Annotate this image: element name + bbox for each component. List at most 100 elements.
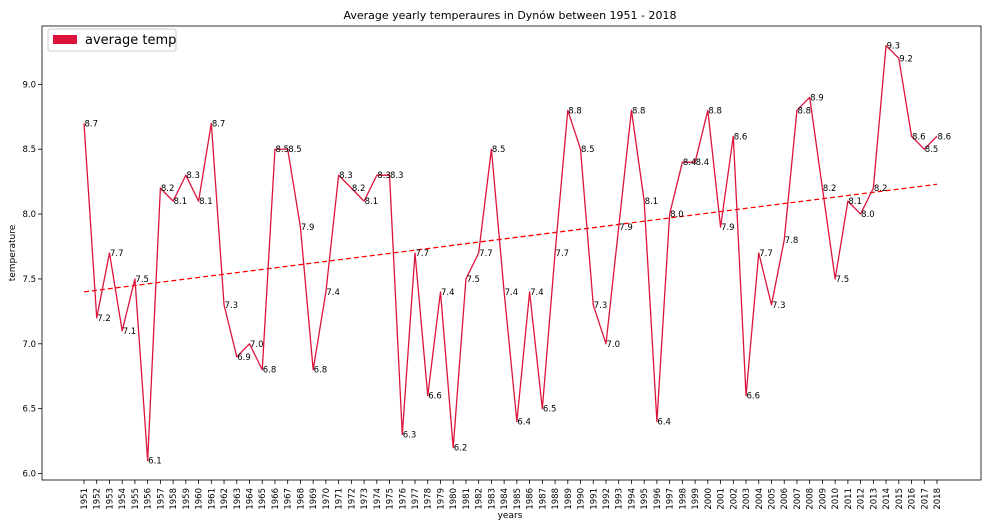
x-tick-label: 1966 — [271, 488, 281, 510]
data-label: 7.7 — [416, 249, 430, 259]
x-tick-label: 2000 — [704, 488, 714, 510]
data-label: 8.3 — [186, 171, 200, 181]
x-tick-label: 1951 — [80, 488, 90, 510]
x-tick-label: 2016 — [908, 488, 918, 510]
data-label: 7.3 — [225, 301, 239, 311]
data-label: 8.8 — [632, 106, 646, 116]
x-tick-label: 2006 — [780, 488, 790, 510]
data-label: 7.7 — [479, 249, 493, 259]
x-tick-label: 1976 — [398, 488, 408, 510]
data-label: 7.2 — [97, 314, 111, 324]
data-label: 7.9 — [619, 223, 633, 233]
chart-title: Average yearly temperaures in Dynów betw… — [343, 9, 676, 22]
data-label: 8.5 — [925, 145, 939, 155]
x-tick-label: 2003 — [742, 488, 752, 510]
data-label: 7.3 — [772, 301, 786, 311]
x-tick-label: 1996 — [653, 488, 663, 510]
data-label: 8.1 — [645, 197, 659, 207]
data-label: 8.8 — [568, 106, 582, 116]
x-tick-label: 2014 — [882, 488, 892, 510]
data-label: 8.0 — [670, 210, 684, 220]
data-label: 8.6 — [938, 132, 952, 142]
data-label: 8.5 — [275, 145, 289, 155]
x-tick-label: 2015 — [895, 488, 905, 510]
x-tick-label: 2017 — [920, 488, 930, 510]
data-label: 8.1 — [174, 197, 188, 207]
data-labels: 8.7 7.2 7.7 7.1 7.5 6.1 8.2 8.1 8.3 8.1 8.7 7.3 6.9 7… — [85, 41, 952, 466]
data-label: 7.5 — [135, 275, 149, 285]
x-tick-label: 1973 — [360, 488, 370, 510]
x-tick-label: 1952 — [93, 488, 103, 510]
data-label: 8.2 — [352, 184, 366, 194]
data-label: 7.7 — [110, 249, 124, 259]
data-label: 8.4 — [683, 158, 697, 168]
legend-label: average temp — [85, 33, 176, 48]
x-tick-label: 1980 — [449, 488, 459, 510]
y-tick-label: 7.5 — [22, 275, 36, 285]
data-label: 6.1 — [148, 457, 162, 467]
data-label: 8.6 — [912, 132, 926, 142]
x-axis: 1951 1952 1953 1954 1955 1956 1957 1958 1959 1960… — [80, 480, 943, 510]
series-line-average-temp — [83, 44, 938, 462]
x-tick-label: 1957 — [156, 488, 166, 510]
x-tick-label: 1998 — [678, 488, 688, 510]
x-tick-label: 1981 — [462, 488, 472, 510]
data-label: 6.4 — [517, 418, 531, 428]
data-label: 8.1 — [199, 197, 213, 207]
plot-area — [41, 25, 982, 481]
x-tick-label: 1965 — [258, 488, 268, 510]
x-tick-label: 2011 — [844, 488, 854, 510]
data-label: 8.3 — [339, 171, 353, 181]
data-label: 6.4 — [657, 418, 671, 428]
x-tick-label: 1962 — [220, 488, 230, 510]
data-label: 6.3 — [403, 431, 417, 441]
data-label: 7.1 — [123, 327, 137, 337]
x-tick-label: 1956 — [144, 488, 154, 510]
x-tick-label: 2005 — [767, 488, 777, 510]
y-axis-label: temperature — [8, 224, 18, 281]
x-tick-label: 2008 — [806, 488, 816, 510]
data-label: 7.7 — [556, 249, 570, 259]
y-tick-label: 8.5 — [22, 145, 36, 155]
data-label: 8.1 — [848, 197, 862, 207]
data-label: 8.9 — [810, 93, 824, 103]
x-tick-label: 1993 — [615, 488, 625, 510]
legend-swatch — [53, 35, 77, 44]
data-label: 7.7 — [759, 249, 773, 259]
data-label: 8.2 — [161, 184, 175, 194]
x-tick-label: 2002 — [729, 488, 739, 510]
x-tick-label: 1969 — [309, 488, 319, 510]
y-axis: 6.0 6.5 7.0 7.5 8.0 8.5 9.0 — [22, 80, 42, 480]
data-label: 6.6 — [747, 392, 761, 402]
x-tick-label: 1961 — [207, 488, 217, 510]
x-tick-label: 1972 — [347, 488, 357, 510]
data-label: 7.5 — [836, 275, 850, 285]
data-label: 8.3 — [377, 171, 391, 181]
y-tick-label: 9.0 — [22, 80, 36, 90]
data-label: 7.4 — [505, 288, 519, 298]
x-tick-label: 1971 — [335, 488, 345, 510]
data-label: 8.0 — [861, 210, 875, 220]
data-label: 8.2 — [823, 184, 837, 194]
data-label: 8.4 — [696, 158, 710, 168]
data-label: 8.7 — [212, 119, 226, 129]
data-label: 7.5 — [466, 275, 480, 285]
x-tick-label: 2009 — [818, 488, 828, 510]
x-tick-label: 1963 — [233, 488, 243, 510]
data-label: 7.4 — [326, 288, 340, 298]
x-tick-label: 2018 — [933, 488, 943, 510]
x-tick-label: 1975 — [386, 488, 396, 510]
x-tick-label: 1964 — [246, 488, 256, 510]
x-tick-label: 2001 — [717, 488, 727, 510]
data-label: 7.4 — [530, 288, 544, 298]
x-tick-label: 1987 — [538, 488, 548, 510]
x-tick-label: 1955 — [131, 488, 141, 510]
legend-box — [47, 28, 177, 52]
x-tick-label: 2004 — [755, 488, 765, 510]
y-tick-label: 6.5 — [22, 405, 36, 415]
data-label: 6.9 — [237, 353, 251, 363]
series-group — [83, 44, 938, 462]
x-tick-label: 1967 — [284, 488, 294, 510]
data-label: 8.5 — [492, 145, 506, 155]
